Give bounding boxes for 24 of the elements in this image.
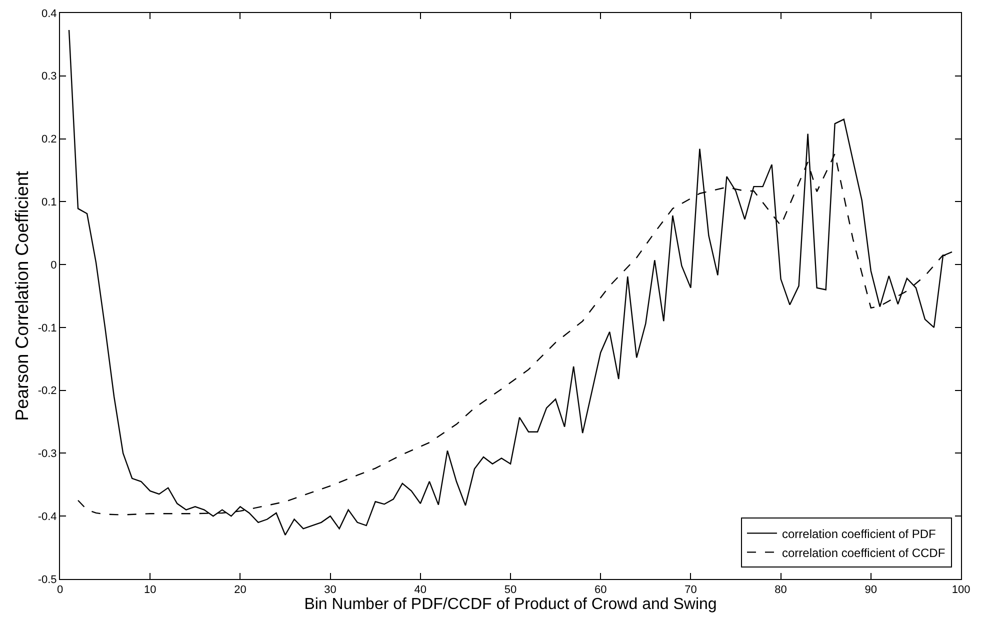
y-tick-label: -0.3: [38, 448, 57, 460]
y-axis-title: Pearson Correlation Coefficient: [12, 171, 32, 421]
x-axis-title: Bin Number of PDF/CCDF of Product of Crowd and Swing: [304, 596, 717, 614]
x-tick-label: 10: [144, 584, 156, 596]
legend-label: correlation coefficient of PDF: [782, 526, 936, 541]
y-tick-label: -0.2: [38, 385, 57, 398]
y-tick-label: 0.1: [42, 196, 57, 209]
x-tick-label: 90: [864, 584, 878, 596]
x-tick-label: 20: [234, 584, 246, 596]
y-tick-label: 0.3: [42, 70, 57, 83]
y-tick-label: -0.5: [38, 574, 57, 586]
x-tick-label: 40: [414, 584, 427, 596]
y-tick-label: 0.4: [42, 8, 57, 20]
y-tick-label: 0: [50, 259, 57, 272]
x-tick-label: 70: [684, 584, 697, 596]
x-tick-label: 100: [952, 584, 970, 596]
y-tick-label: -0.1: [38, 322, 57, 334]
legend-label: correlation coefficient of CCDF: [782, 546, 946, 560]
y-tick-label: 0.2: [42, 134, 57, 146]
y-tick-label: -0.4: [38, 510, 57, 523]
x-tick-label: 60: [594, 584, 607, 596]
x-tick-label: 30: [324, 584, 336, 596]
x-tick-label: 80: [774, 584, 787, 596]
x-tick-label: 50: [504, 584, 517, 596]
